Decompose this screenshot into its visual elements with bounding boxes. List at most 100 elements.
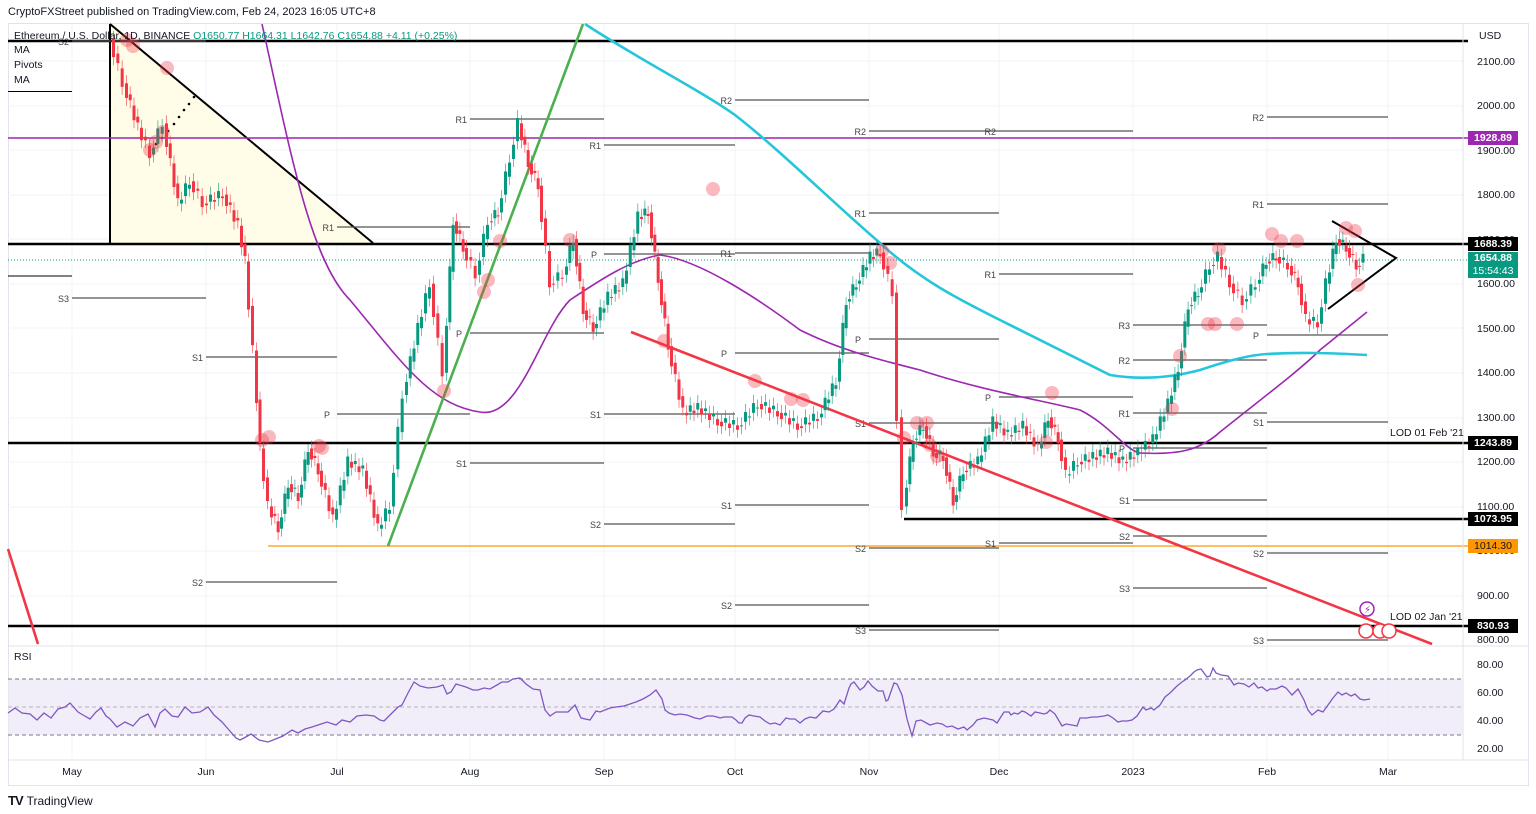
price-tick: 1500.00 <box>1477 323 1515 335</box>
svg-text:S3: S3 <box>1253 636 1264 646</box>
svg-text:S2: S2 <box>721 601 732 611</box>
rsi-tick: 40.00 <box>1477 715 1504 727</box>
month-label: May <box>62 766 82 778</box>
symbol-legend[interactable]: Ethereum / U.S. Dollar, 1D, BINANCE O165… <box>14 30 457 42</box>
lod-jan21-tag[interactable]: 830.93 <box>1468 619 1518 633</box>
svg-text:S2: S2 <box>192 578 203 588</box>
price-tick: 2000.00 <box>1477 100 1515 112</box>
publisher-caption: CryptoFXStreet published on TradingView.… <box>8 6 376 18</box>
chart-frame <box>8 23 1529 786</box>
touch-markers <box>120 33 1365 463</box>
rsi-tick: 80.00 <box>1477 659 1504 671</box>
old-downtrend-line[interactable] <box>6 548 40 645</box>
month-label: Sep <box>594 766 614 778</box>
svg-text:R1: R1 <box>854 209 866 219</box>
rsi-tick: 60.00 <box>1477 687 1504 699</box>
month-label: Jul <box>330 766 344 778</box>
svg-text:P: P <box>985 393 991 403</box>
svg-text:R2: R2 <box>720 96 732 106</box>
rsi-line[interactable] <box>7 666 1371 743</box>
svg-text:S2: S2 <box>58 37 69 47</box>
month-label: Mar <box>1378 766 1398 778</box>
rsi-title[interactable]: RSI <box>14 651 32 663</box>
svg-text:P: P <box>1253 331 1259 341</box>
month-label: Oct <box>726 766 744 778</box>
svg-text:P: P <box>324 410 330 420</box>
svg-text:R2: R2 <box>854 127 866 137</box>
svg-text:S1: S1 <box>1119 496 1130 506</box>
month-label: 2023 <box>1121 766 1145 778</box>
last-price-tag[interactable]: 1654.88 15:54:43 <box>1468 252 1518 278</box>
resistance-tag[interactable]: 1688.39 <box>1468 237 1518 251</box>
price-tick: 1600.00 <box>1477 278 1515 290</box>
lod-feb21-label: LOD 01 Feb '21 <box>1390 427 1464 439</box>
svg-text:R1: R1 <box>589 141 601 151</box>
svg-text:P: P <box>456 329 462 339</box>
svg-text:S1: S1 <box>590 410 601 420</box>
price-tick: 1400.00 <box>1477 367 1515 379</box>
lightning-event-icon[interactable] <box>1359 601 1375 617</box>
indicator-ma-1[interactable]: MA <box>14 44 30 56</box>
month-label: Dec <box>989 766 1009 778</box>
us-flag-event-icon[interactable] <box>1358 623 1374 639</box>
descending-trendline[interactable] <box>630 330 1433 646</box>
svg-text:P: P <box>591 250 597 260</box>
candlesticks[interactable] <box>112 30 1365 541</box>
month-label: Nov <box>859 766 879 778</box>
svg-text:R2: R2 <box>1252 113 1264 123</box>
svg-text:R2: R2 <box>1118 356 1130 366</box>
month-label: Feb <box>1257 766 1277 778</box>
svg-text:S2: S2 <box>855 544 866 554</box>
pivot-labels: S2 S3 R1 S1 S2 P R1 P S1 R1 P S1 S2 R2 R1 P S1 S2 R2… <box>58 37 1264 646</box>
low-level-tag[interactable]: 1073.95 <box>1468 512 1518 526</box>
purple-level-tag[interactable]: 1928.89 <box>1468 131 1518 145</box>
bar-countdown: 15:54:43 <box>1472 265 1514 277</box>
price-tick: 1200.00 <box>1477 456 1515 468</box>
svg-text:S1: S1 <box>855 419 866 429</box>
svg-text:R2: R2 <box>984 127 996 137</box>
svg-text:S2: S2 <box>590 520 601 530</box>
ohlc-values: O1650.77 H1664.31 L1642.76 C1654.88 +4.1… <box>193 30 458 42</box>
svg-text:S3: S3 <box>855 626 866 636</box>
svg-text:R1: R1 <box>984 270 996 280</box>
last-price-value: 1654.88 <box>1474 252 1512 264</box>
svg-text:S3: S3 <box>1119 584 1130 594</box>
brand-name: TradingView <box>26 793 93 808</box>
svg-text:R1: R1 <box>322 223 334 233</box>
svg-text:R1: R1 <box>720 249 732 259</box>
symbol-name: Ethereum / U.S. Dollar, 1D, BINANCE <box>14 30 191 42</box>
price-tick: 1300.00 <box>1477 412 1515 424</box>
us-flag-event-icon[interactable] <box>1381 623 1397 639</box>
economic-events[interactable]: ⚡ <box>1358 601 1397 639</box>
descending-triangle[interactable] <box>109 23 374 244</box>
svg-text:R3: R3 <box>1118 321 1130 331</box>
indicator-pivots[interactable]: Pivots <box>14 59 43 71</box>
rsi-levels <box>8 678 1463 736</box>
price-tick: 1100.00 <box>1477 501 1515 513</box>
legend-separator <box>8 91 72 92</box>
ascending-trendline[interactable] <box>386 23 585 547</box>
lod-feb21-tag[interactable]: 1243.89 <box>1468 436 1518 450</box>
ma-slow-line[interactable] <box>584 22 1368 380</box>
month-label: Jun <box>197 766 215 778</box>
svg-text:⚡: ⚡ <box>1364 605 1371 616</box>
price-tick: 800.00 <box>1477 634 1510 646</box>
price-tick: 1900.00 <box>1477 145 1515 157</box>
ma-fast-line[interactable] <box>261 23 1368 455</box>
tradingview-logo-icon: TV <box>8 793 24 808</box>
month-label: Aug <box>460 766 480 778</box>
currency-label[interactable]: USD <box>1479 30 1502 42</box>
svg-text:P: P <box>1119 444 1125 454</box>
svg-text:P: P <box>721 349 727 359</box>
indicator-ma-2[interactable]: MA <box>14 74 30 86</box>
price-tick: 1800.00 <box>1477 189 1515 201</box>
pivot-lines <box>72 40 1388 641</box>
symmetrical-triangle[interactable] <box>1327 220 1398 310</box>
orange-level-tag[interactable]: 1014.30 <box>1468 539 1518 553</box>
svg-text:S2: S2 <box>1253 549 1264 559</box>
svg-text:S1: S1 <box>456 459 467 469</box>
tradingview-brand[interactable]: TV TradingView <box>8 793 93 808</box>
lod-jan21-label: LOD 02 Jan '21 <box>1390 611 1463 623</box>
svg-text:R1: R1 <box>455 115 467 125</box>
